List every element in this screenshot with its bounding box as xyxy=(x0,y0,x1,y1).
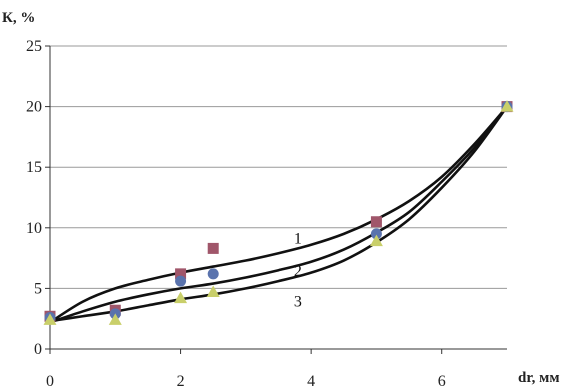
data-point-series-3 xyxy=(43,313,57,325)
x-tick-label: 2 xyxy=(177,373,185,389)
data-point-series-1 xyxy=(370,216,382,228)
fit-curve-1 xyxy=(49,105,508,324)
fit-curves xyxy=(49,105,509,324)
axes xyxy=(49,46,507,350)
data-point-series-1 xyxy=(175,268,187,280)
data-point-series-3 xyxy=(500,100,514,112)
x-tick-label: 6 xyxy=(438,373,446,389)
y-tick-label: 20 xyxy=(26,99,42,116)
data-point-series-2 xyxy=(370,228,382,240)
fit-curve-3 xyxy=(49,105,509,323)
x-axis-label: dr, мм xyxy=(518,370,560,386)
data-markers xyxy=(43,100,514,325)
data-point-series-3 xyxy=(174,291,188,304)
curve-label: 2 xyxy=(294,263,302,280)
data-point-series-2 xyxy=(175,275,187,287)
y-axis-label: К, % xyxy=(2,10,35,26)
data-point-series-3 xyxy=(206,285,220,298)
x-tick-label: 0 xyxy=(46,373,54,389)
y-tick-label: 10 xyxy=(26,220,42,237)
y-tick-label: 25 xyxy=(26,38,42,55)
curve-labels: 1 2 3 xyxy=(294,230,302,310)
y-tick-label: 0 xyxy=(34,341,42,358)
data-point-series-1 xyxy=(207,242,219,254)
fit-curve-2 xyxy=(49,105,509,324)
curve-label: 3 xyxy=(294,294,302,311)
x-tick-label: 4 xyxy=(307,373,315,389)
data-point-series-3 xyxy=(108,313,122,325)
data-point-series-3 xyxy=(369,234,383,247)
grid-lines xyxy=(50,45,507,289)
curve-label: 1 xyxy=(294,230,302,247)
y-tick-label: 5 xyxy=(34,280,42,297)
data-point-series-2 xyxy=(207,268,219,280)
tick-labels: 0 5 10 15 20 25 0 2 4 6 xyxy=(26,38,446,389)
y-tick-label: 15 xyxy=(26,159,42,176)
